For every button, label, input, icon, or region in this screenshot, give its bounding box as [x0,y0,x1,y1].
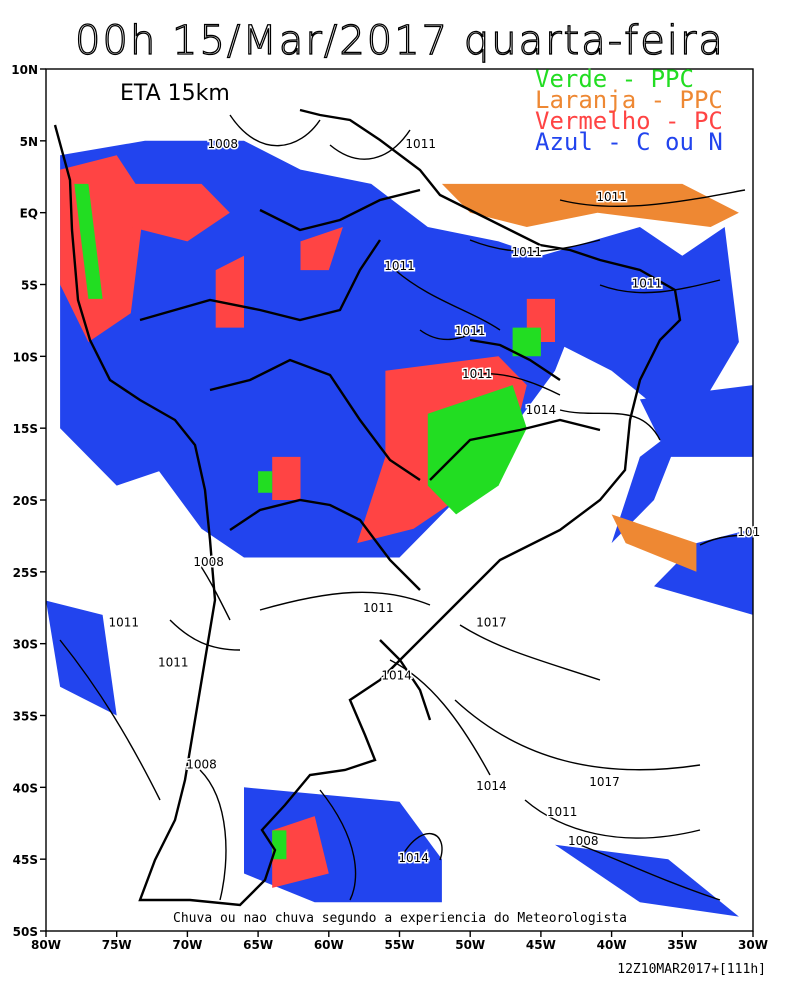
isobar-label: 1011 [108,615,139,629]
isobar-label: 101 [737,525,760,539]
lon-label: 30W [738,938,768,952]
lat-label: 20S [13,494,38,508]
precip-area-11 [272,456,301,500]
isobar-label: 1011 [158,656,189,670]
precip-area-17 [74,183,103,299]
precip-area-4 [46,600,117,716]
lon-label: 70W [172,938,202,952]
lon-label: 35W [667,938,697,952]
lat-label: EQ [20,207,38,221]
lon-label: 60W [314,938,344,952]
lon-label: 65W [243,938,273,952]
isobar-label: 1008 [207,137,238,151]
isobar-label: 1011 [405,137,436,151]
isobar-label: 1014 [398,851,429,865]
lon-label: 50W [455,938,485,952]
isobar-label: 1011 [384,259,415,273]
precip-area-6 [555,844,739,917]
isobar-label: 1017 [476,615,507,629]
legend-item: Verde - PPC [535,65,694,93]
map-title: 00h 15/Mar/2017 quarta-feira [74,17,725,64]
lon-label: 45W [526,938,556,952]
isobar-label: 1014 [526,403,557,417]
lat-label: 5S [21,279,38,293]
run-timestamp: 12Z10MAR2017+[111h] [617,962,766,977]
isobar-label: 1011 [547,805,578,819]
lat-label: 30S [13,638,38,652]
lat-label: 25S [13,566,38,580]
legend-item: Vermelho - PC [535,107,723,135]
precip-area-9 [215,255,244,328]
isobar-label: 1011 [632,276,663,290]
precip-area-8 [130,183,230,242]
precip-area-16 [512,327,541,357]
lat-label: 5N [20,135,38,149]
isobar-label: 1011 [363,601,394,615]
lon-label: 75W [102,938,132,952]
isobar-label: 1011 [511,245,542,259]
isobar-label: 1008 [186,758,217,772]
map-frame [45,68,754,932]
lat-label: 10S [13,350,38,364]
lat-label: 45S [13,853,38,867]
model-label: ETA 15km [120,81,230,106]
isobar-label: 1011 [596,190,627,204]
lon-label: 80W [31,938,61,952]
isobar-label: 1014 [476,779,507,793]
precip-area-19 [272,830,287,860]
coastline-borders [53,108,682,907]
isobar-label: 1008 [568,834,599,848]
precip-area-14 [300,227,343,271]
isobar-label: 1014 [381,669,412,683]
isobar-label: 1011 [462,367,493,381]
lat-label: 10N [11,63,38,77]
isobar-label: 1008 [193,555,224,569]
precip-area-18 [258,471,273,493]
precip-area-2 [639,385,753,457]
lat-label: 35S [13,710,38,724]
precip-areas [46,140,753,917]
isobar-labels: 1008 101110111011101110111011101110141011… [107,136,762,867]
precip-area-15 [427,385,527,515]
isobar-label: 1011 [455,324,486,338]
isobar-lines [59,114,753,901]
precip-area-3 [654,528,753,615]
legend-item: Laranja - PPC [535,86,723,114]
lon-label: 40W [597,938,627,952]
precip-area-21 [611,514,697,572]
lat-label: 50S [13,925,38,939]
legend-item: Azul - C ou N [535,128,723,156]
map-caption: Chuva ou nao chuva segundo a experiencia… [173,911,627,926]
lat-label: 40S [13,781,38,795]
isobar-label: 1017 [589,775,620,789]
lon-label: 55W [385,938,415,952]
lat-label: 15S [13,422,38,436]
